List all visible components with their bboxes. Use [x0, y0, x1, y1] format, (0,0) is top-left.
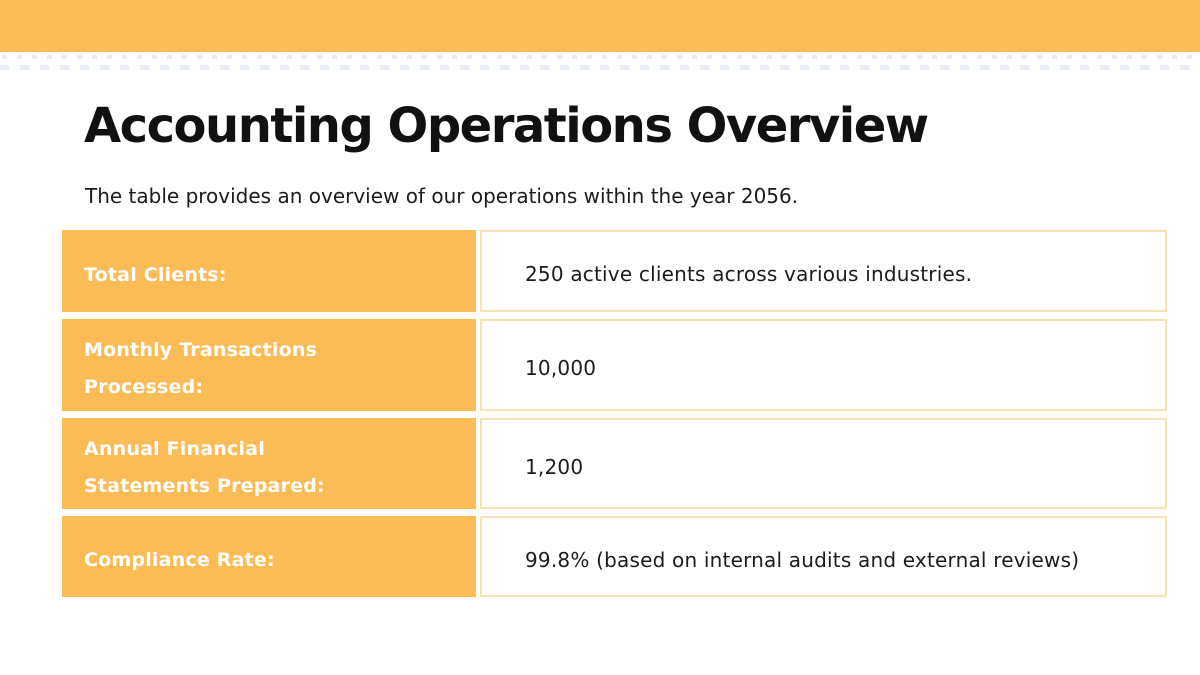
table-row-value-total-clients: 250 active clients across various indust… [480, 230, 1167, 312]
row-value-text: 1,200 [525, 454, 584, 479]
row-label-text: Annual Financial Statements Prepared: [84, 437, 325, 497]
table-row-label-compliance-rate: Compliance Rate: [62, 516, 476, 597]
row-label-text: Compliance Rate: [84, 549, 275, 571]
row-value-text: 99.8% (based on internal audits and exte… [525, 547, 1080, 572]
page-title: Accounting Operations Overview [84, 98, 929, 154]
table-row-label-total-clients: Total Clients: [62, 230, 476, 312]
table-row-value-annual-statements: 1,200 [480, 418, 1167, 509]
dotted-texture-strip [0, 55, 1200, 72]
table-row-label-monthly-transactions: Monthly Transactions Processed: [62, 319, 476, 411]
row-value-text: 10,000 [525, 356, 597, 380]
table-row-value-compliance-rate: 99.8% (based on internal audits and exte… [480, 516, 1167, 597]
stats-table: Total Clients: 250 active clients across… [62, 230, 1167, 597]
table-row-value-monthly-transactions: 10,000 [480, 319, 1167, 411]
top-accent-bar [0, 0, 1200, 52]
row-label-text: Monthly Transactions Processed: [84, 339, 318, 398]
table-row-label-annual-statements: Annual Financial Statements Prepared: [62, 418, 476, 509]
row-value-text: 250 active clients across various indust… [525, 262, 973, 286]
page-subtitle: The table provides an overview of our op… [85, 184, 799, 208]
row-label-text: Total Clients: [84, 263, 227, 286]
